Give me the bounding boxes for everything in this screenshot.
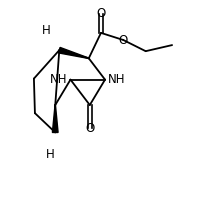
Polygon shape [52, 105, 58, 132]
Text: NH: NH [50, 73, 68, 86]
Text: O: O [119, 34, 128, 47]
Text: O: O [85, 122, 94, 135]
Text: H: H [42, 24, 50, 37]
Text: O: O [96, 7, 106, 20]
Polygon shape [59, 47, 89, 59]
Text: NH: NH [108, 73, 125, 86]
Text: H: H [46, 148, 55, 161]
